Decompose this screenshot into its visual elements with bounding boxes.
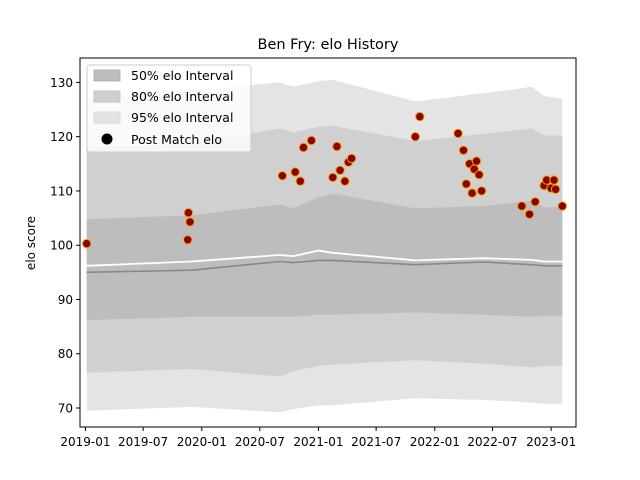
y-tick-label: 80 — [58, 347, 73, 361]
post-match-point — [461, 179, 471, 189]
legend-frame — [86, 64, 252, 153]
x-tick-label: 2021-07 — [351, 435, 401, 449]
post-match-point — [458, 145, 469, 156]
y-tick-label: 90 — [58, 293, 73, 307]
post-match-point — [415, 111, 425, 122]
y-axis: 70 80 90 100 110 120 130 — [50, 76, 80, 416]
axes-frame — [79, 57, 577, 428]
post-match-point — [306, 135, 317, 146]
post-match-point — [332, 141, 342, 152]
legend-marker-post-match — [101, 133, 113, 145]
x-tick-label: 2020-01 — [177, 435, 227, 449]
legend-swatch-band50 — [93, 69, 121, 82]
legend-swatch-band95 — [93, 111, 121, 124]
post-match-point — [524, 209, 535, 220]
post-match-point — [277, 171, 288, 181]
y-tick-label: 110 — [50, 184, 73, 198]
post-match-points — [82, 111, 567, 249]
post-match-point — [471, 156, 482, 166]
x-tick-label: 2020-07 — [235, 435, 285, 449]
x-tick-label: 2022-07 — [467, 435, 517, 449]
x-tick-label: 2019-01 — [60, 435, 110, 449]
legend-swatch-band80 — [93, 90, 121, 103]
post-match-point — [557, 201, 567, 211]
post-match-point — [328, 172, 338, 183]
mean-lines — [86, 249, 563, 274]
legend-label-band50: 50% elo Interval — [131, 68, 233, 83]
x-tick-label: 2023-01 — [526, 435, 576, 449]
y-tick-label: 100 — [50, 239, 73, 253]
post-match-point — [467, 188, 477, 198]
post-match-point — [82, 238, 92, 249]
legend-label-band95: 95% elo Interval — [131, 110, 233, 125]
post-match-point — [340, 176, 350, 186]
band-50 — [86, 193, 563, 321]
legend: 50% elo Interval 80% elo Interval 95% el… — [86, 64, 252, 153]
series-line-mean — [86, 259, 563, 274]
post-match-point — [335, 165, 345, 176]
post-match-point — [298, 142, 309, 153]
post-match-point — [474, 170, 484, 180]
y-axis-label: elo score — [24, 216, 38, 270]
y-tick-label: 130 — [50, 76, 73, 90]
legend-label-band80: 80% elo Interval — [131, 89, 233, 104]
y-tick-label: 70 — [58, 402, 73, 416]
post-match-point — [550, 184, 561, 195]
x-tick-label: 2022-01 — [410, 435, 460, 449]
x-axis: 2019-01 2019-07 2020-01 2020-07 2021-01 2021-… — [60, 427, 576, 449]
post-match-point — [517, 201, 527, 211]
plot-area — [82, 79, 567, 413]
post-match-point — [476, 186, 487, 196]
legend-label-post-match: Post Match elo — [131, 132, 222, 147]
post-match-point — [346, 153, 357, 164]
post-match-point — [410, 132, 420, 142]
post-match-point — [183, 235, 193, 245]
series-line-post — [86, 249, 563, 267]
post-match-point — [183, 208, 194, 218]
y-tick-label: 120 — [50, 130, 73, 144]
post-match-point — [295, 176, 305, 186]
post-match-point — [530, 197, 540, 207]
post-match-point — [453, 128, 463, 139]
chart-title: Ben Fry: elo History — [258, 37, 399, 53]
x-tick-label: 2021-01 — [293, 435, 343, 449]
post-match-point — [290, 167, 300, 177]
x-tick-label: 2019-07 — [118, 435, 168, 449]
post-match-point — [549, 175, 559, 185]
post-match-point — [185, 217, 195, 227]
